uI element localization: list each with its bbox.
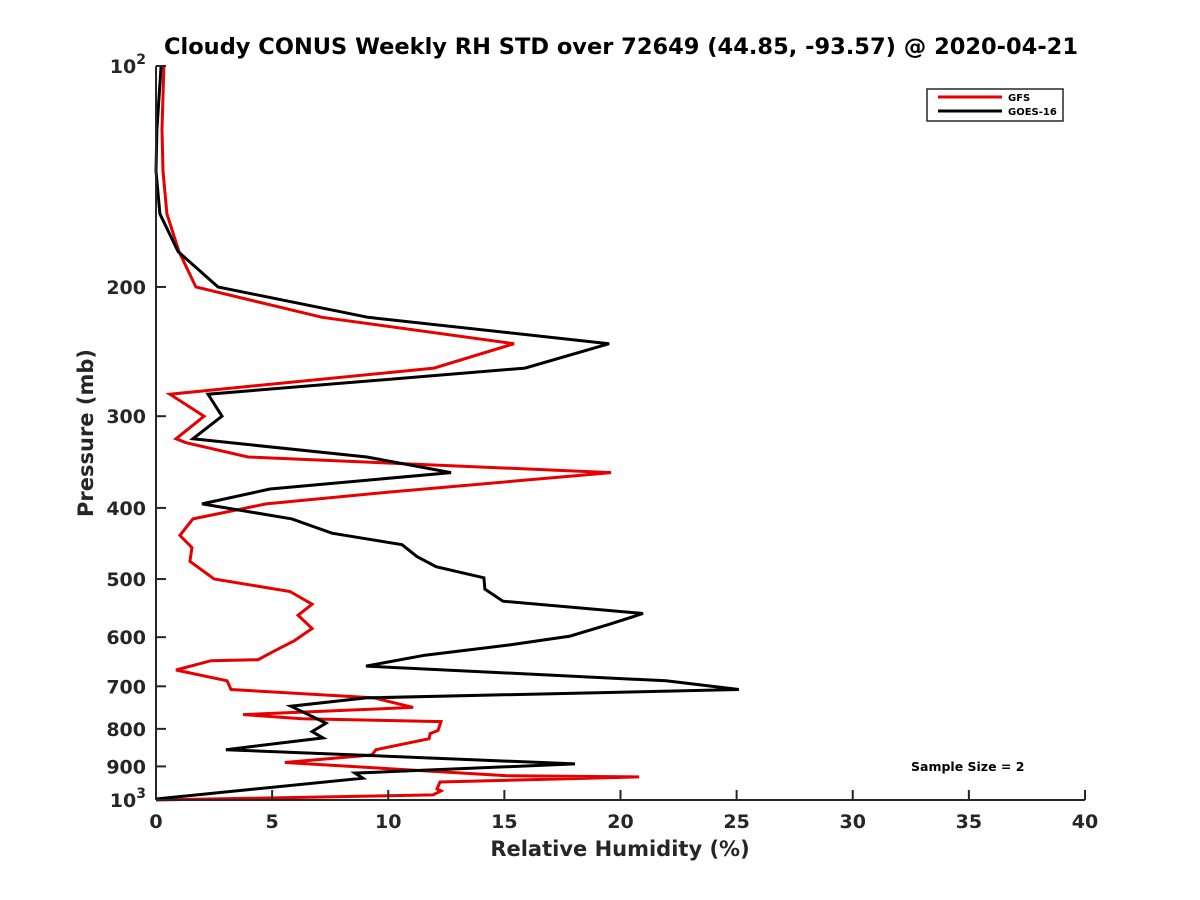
series-layer (154, 65, 740, 802)
x-tick-label: 25 (723, 811, 749, 833)
x-tick-label: 40 (1072, 811, 1098, 833)
plot-area: 0 5 10 15 20 25 30 35 40 102 200 300 400 500 600 700 80… (106, 52, 1098, 833)
plot-background (156, 66, 1085, 800)
x-axis-label: Relative Humidity (%) (490, 837, 749, 861)
y-ticks: 102 200 300 400 500 600 700 800 900 103 (106, 52, 166, 812)
sample-size-annotation: Sample Size = 2 (911, 759, 1024, 774)
legend-label-gfs: GFS (1008, 93, 1030, 104)
legend-box (926, 88, 1064, 122)
y-tick-label: 900 (106, 756, 146, 778)
y-tick-label: 200 (106, 277, 146, 299)
y-tick-label: 500 (106, 569, 146, 591)
x-tick-label: 30 (840, 811, 866, 833)
series-line-gfs (155, 65, 640, 802)
legend: GFS GOES-16 (926, 88, 1064, 122)
series-line-goes-16 (154, 65, 740, 801)
x-tick-label: 20 (607, 811, 633, 833)
y-tick-label: 700 (106, 676, 146, 698)
legend-label-goes16: GOES-16 (1008, 107, 1057, 118)
chart-title: Cloudy CONUS Weekly RH STD over 72649 (4… (164, 34, 1078, 60)
x-tick-label: 5 (266, 811, 279, 833)
x-tick-label: 0 (149, 811, 162, 833)
x-tick-label: 35 (956, 811, 982, 833)
y-tick-label: 102 (110, 52, 146, 78)
y-tick-label: 400 (106, 498, 146, 520)
y-tick-label: 800 (106, 719, 146, 741)
y-tick-label: 300 (106, 406, 146, 428)
x-ticks: 0 5 10 15 20 25 30 35 40 (149, 790, 1098, 833)
y-tick-label: 600 (106, 627, 146, 649)
x-tick-label: 15 (491, 811, 517, 833)
y-tick-label: 103 (110, 786, 146, 812)
y-axis-label: Pressure (mb) (74, 349, 98, 517)
x-tick-label: 10 (375, 811, 401, 833)
